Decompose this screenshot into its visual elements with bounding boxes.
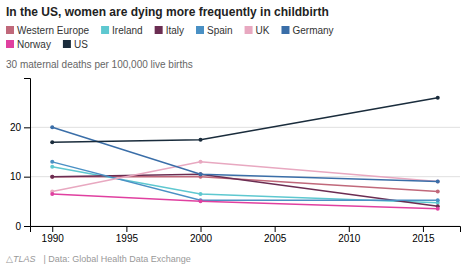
legend-swatch <box>63 40 71 48</box>
series-line <box>52 194 438 209</box>
plot-marks <box>50 96 440 211</box>
series-point <box>50 175 54 179</box>
legend: Western Europe Ireland Italy Spain UK Germany… <box>6 25 334 50</box>
series-point <box>50 125 54 129</box>
y-tick: 20 <box>10 122 30 133</box>
series-line <box>52 162 438 192</box>
x-tick-mark <box>349 226 350 232</box>
series-point <box>50 192 54 196</box>
legend-label: UK <box>256 25 270 36</box>
x-axis-line <box>31 227 461 233</box>
footer-note: | Data: Global Health Data Exchange <box>43 254 190 264</box>
y-tick-mark <box>24 177 30 178</box>
y-tick-mark <box>24 127 30 128</box>
y-axis-line <box>24 79 31 227</box>
x-tick-mark <box>275 226 276 232</box>
x-tick-label: 1990 <box>42 233 65 244</box>
series-point <box>199 172 203 176</box>
x-tick-mark <box>423 226 424 232</box>
y-tick-label: 0 <box>15 221 21 232</box>
y-axis-label: 30 maternal deaths per 100,000 live birt… <box>6 59 193 70</box>
series <box>50 192 440 211</box>
x-tick: 1995 <box>116 226 139 244</box>
y-tick-label: 10 <box>10 171 22 182</box>
x-tick-label: 2015 <box>412 233 435 244</box>
legend-swatch <box>6 40 14 48</box>
series <box>50 125 440 183</box>
chart: In the US, women are dying more frequent… <box>0 0 474 267</box>
series-point <box>50 160 54 164</box>
series-point <box>50 140 54 144</box>
x-tick-mark <box>52 226 53 232</box>
legend-label: Western Europe <box>17 25 90 36</box>
series-point <box>199 199 203 203</box>
legend-swatch <box>6 26 14 34</box>
x-tick-label: 2005 <box>264 233 287 244</box>
series-point <box>50 175 54 179</box>
y-tick: 0 <box>15 221 30 232</box>
grid-line <box>30 127 460 128</box>
series <box>50 160 440 194</box>
legend-swatch <box>281 26 289 34</box>
y-tick-mark <box>24 226 30 227</box>
legend-swatch <box>101 26 109 34</box>
legend-label: Italy <box>166 25 184 36</box>
x-tick-label: 1995 <box>116 233 139 244</box>
x-tick: 1990 <box>42 226 65 244</box>
series <box>50 96 440 144</box>
y-axis: 0 10 20 <box>10 79 31 232</box>
series-line <box>52 98 438 142</box>
x-tick-mark <box>126 226 127 232</box>
legend-label: Ireland <box>112 25 143 36</box>
x-tick: 2000 <box>190 226 213 244</box>
x-tick: 2005 <box>264 226 287 244</box>
legend-label: Germany <box>292 25 333 36</box>
series-point <box>199 160 203 164</box>
series-point <box>436 180 440 184</box>
series-point <box>436 96 440 100</box>
legend-label: Spain <box>207 25 233 36</box>
y-tick-label: 20 <box>10 122 22 133</box>
series-point <box>199 172 203 176</box>
series <box>50 160 440 202</box>
x-tick-mark <box>201 226 202 232</box>
series-point <box>199 192 203 196</box>
legend-swatch <box>196 26 204 34</box>
x-tick: 2010 <box>338 226 361 244</box>
series-line <box>52 162 438 200</box>
legend-label: Norway <box>17 39 51 50</box>
title: In the US, women are dying more frequent… <box>6 5 329 19</box>
legend-label: US <box>74 39 88 50</box>
series-point <box>436 207 440 211</box>
footer-note: △TLAS <box>6 254 35 264</box>
x-axis: 1990 1995 2000 2005 2010 2015 <box>31 226 461 244</box>
legend-swatch <box>155 26 163 34</box>
series-point <box>436 198 440 202</box>
series-line <box>52 174 438 206</box>
x-tick-label: 2010 <box>338 233 361 244</box>
series-point <box>436 189 440 193</box>
series-point <box>436 180 440 184</box>
x-tick: 2015 <box>412 226 435 244</box>
legend-swatch <box>245 26 253 34</box>
y-tick: 10 <box>10 171 30 182</box>
series-point <box>50 165 54 169</box>
series-point <box>199 198 203 202</box>
x-tick-label: 2000 <box>190 233 213 244</box>
series-line <box>52 127 438 181</box>
series-line <box>52 177 438 192</box>
series-point <box>199 138 203 142</box>
